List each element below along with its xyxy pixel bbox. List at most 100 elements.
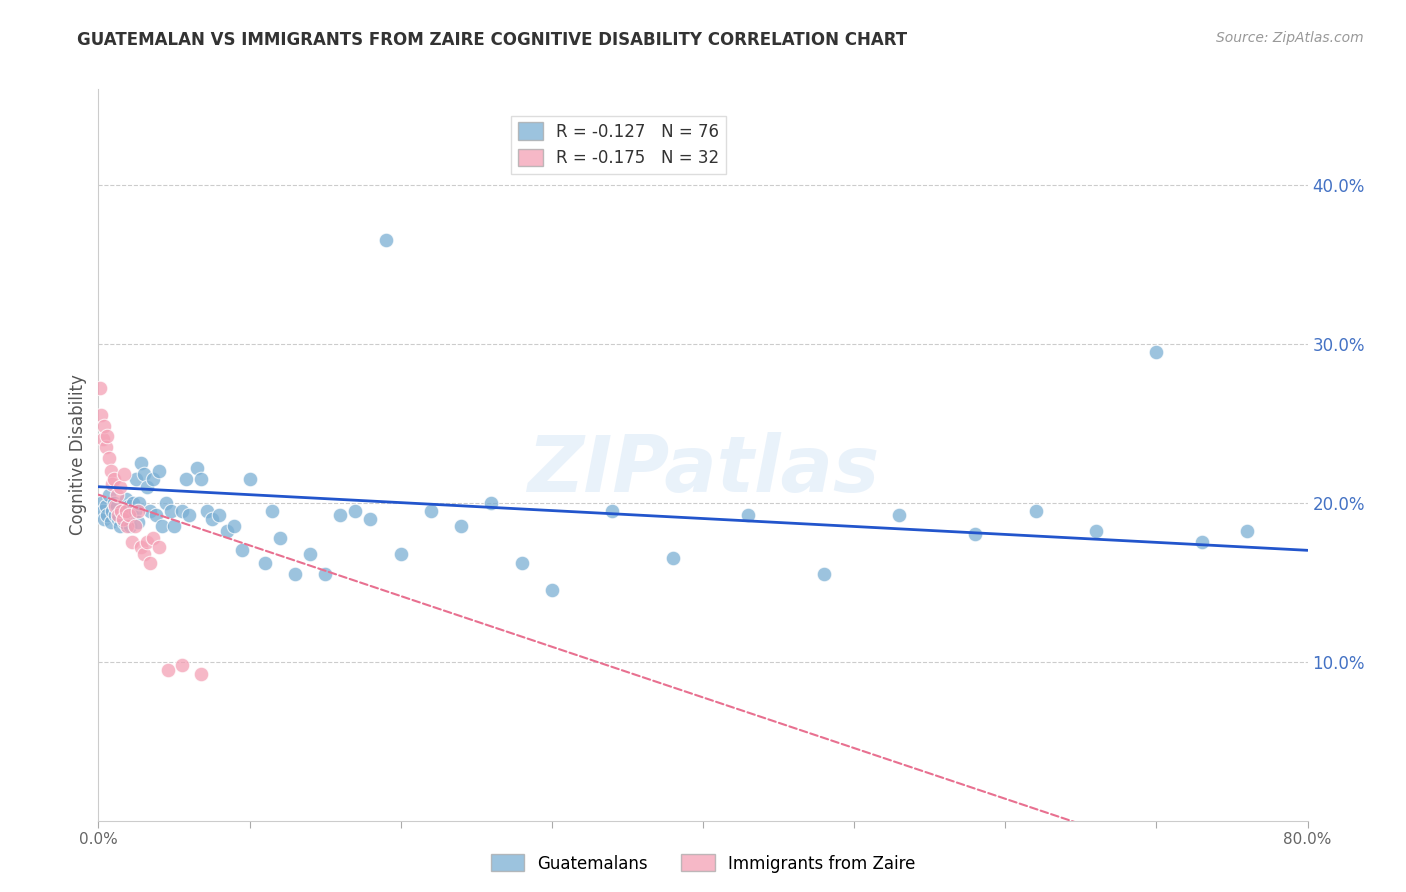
Point	[111, 511, 134, 525]
Point	[239, 472, 262, 486]
Point	[94, 440, 117, 454]
Point	[344, 503, 367, 517]
Point	[374, 233, 396, 247]
Point	[224, 519, 246, 533]
Point	[135, 535, 157, 549]
Text: ZIPatlas: ZIPatlas	[527, 432, 879, 508]
Point	[1024, 503, 1046, 517]
Point	[115, 503, 138, 517]
Point	[186, 460, 208, 475]
Point	[602, 503, 624, 517]
Point	[121, 535, 143, 549]
Point	[129, 456, 152, 470]
Point	[661, 551, 683, 566]
Point	[174, 472, 197, 486]
Point	[101, 503, 124, 517]
Point	[139, 503, 162, 517]
Point	[170, 503, 193, 517]
Point	[142, 472, 165, 486]
Point	[107, 511, 129, 525]
Text: GUATEMALAN VS IMMIGRANTS FROM ZAIRE COGNITIVE DISABILITY CORRELATION CHART: GUATEMALAN VS IMMIGRANTS FROM ZAIRE COGN…	[77, 31, 907, 49]
Point	[163, 519, 186, 533]
Point	[201, 511, 224, 525]
Point	[510, 556, 533, 570]
Point	[127, 515, 149, 529]
Point	[101, 476, 124, 491]
Point	[360, 511, 382, 525]
Point	[148, 540, 170, 554]
Point	[114, 503, 136, 517]
Point	[114, 492, 136, 507]
Point	[89, 381, 111, 395]
Point	[965, 527, 987, 541]
Point	[108, 519, 131, 533]
Point	[128, 495, 150, 509]
Point	[132, 547, 155, 561]
Point	[179, 508, 201, 523]
Point	[91, 432, 114, 446]
Point	[118, 508, 141, 523]
Point	[98, 488, 121, 502]
Legend: R = -0.127   N = 76, R = -0.175   N = 32: R = -0.127 N = 76, R = -0.175 N = 32	[510, 116, 725, 174]
Point	[121, 508, 143, 523]
Point	[135, 480, 157, 494]
Point	[314, 567, 336, 582]
Point	[107, 508, 129, 523]
Point	[122, 495, 145, 509]
Point	[889, 508, 911, 523]
Point	[253, 556, 276, 570]
Point	[93, 419, 115, 434]
Point	[139, 556, 162, 570]
Point	[105, 488, 128, 502]
Point	[91, 503, 114, 517]
Point	[1236, 524, 1258, 539]
Point	[118, 499, 141, 513]
Text: Source: ZipAtlas.com: Source: ZipAtlas.com	[1216, 31, 1364, 45]
Point	[124, 519, 146, 533]
Point	[389, 547, 412, 561]
Point	[284, 567, 307, 582]
Point	[98, 451, 121, 466]
Y-axis label: Cognitive Disability: Cognitive Disability	[69, 375, 87, 535]
Point	[112, 515, 135, 529]
Legend: Guatemalans, Immigrants from Zaire: Guatemalans, Immigrants from Zaire	[484, 847, 922, 880]
Point	[813, 567, 835, 582]
Point	[156, 663, 179, 677]
Point	[104, 508, 127, 523]
Point	[150, 519, 173, 533]
Point	[112, 467, 135, 481]
Point	[1085, 524, 1108, 539]
Point	[115, 519, 138, 533]
Point	[124, 503, 146, 517]
Point	[96, 429, 118, 443]
Point	[215, 524, 238, 539]
Point	[262, 503, 284, 517]
Point	[190, 472, 212, 486]
Point	[1191, 535, 1213, 549]
Point	[96, 508, 118, 523]
Point	[94, 499, 117, 513]
Point	[103, 495, 125, 509]
Point	[329, 508, 352, 523]
Point	[125, 472, 148, 486]
Point	[100, 464, 122, 478]
Point	[103, 472, 125, 486]
Point	[127, 503, 149, 517]
Point	[155, 495, 177, 509]
Point	[170, 657, 193, 672]
Point	[160, 503, 183, 517]
Point	[269, 531, 291, 545]
Point	[737, 508, 759, 523]
Point	[110, 503, 132, 517]
Point	[481, 495, 503, 509]
Point	[111, 508, 134, 523]
Point	[142, 531, 165, 545]
Point	[105, 499, 128, 513]
Point	[540, 583, 562, 598]
Point	[90, 495, 112, 509]
Point	[129, 540, 152, 554]
Point	[110, 503, 132, 517]
Point	[90, 408, 112, 422]
Point	[195, 503, 218, 517]
Point	[100, 515, 122, 529]
